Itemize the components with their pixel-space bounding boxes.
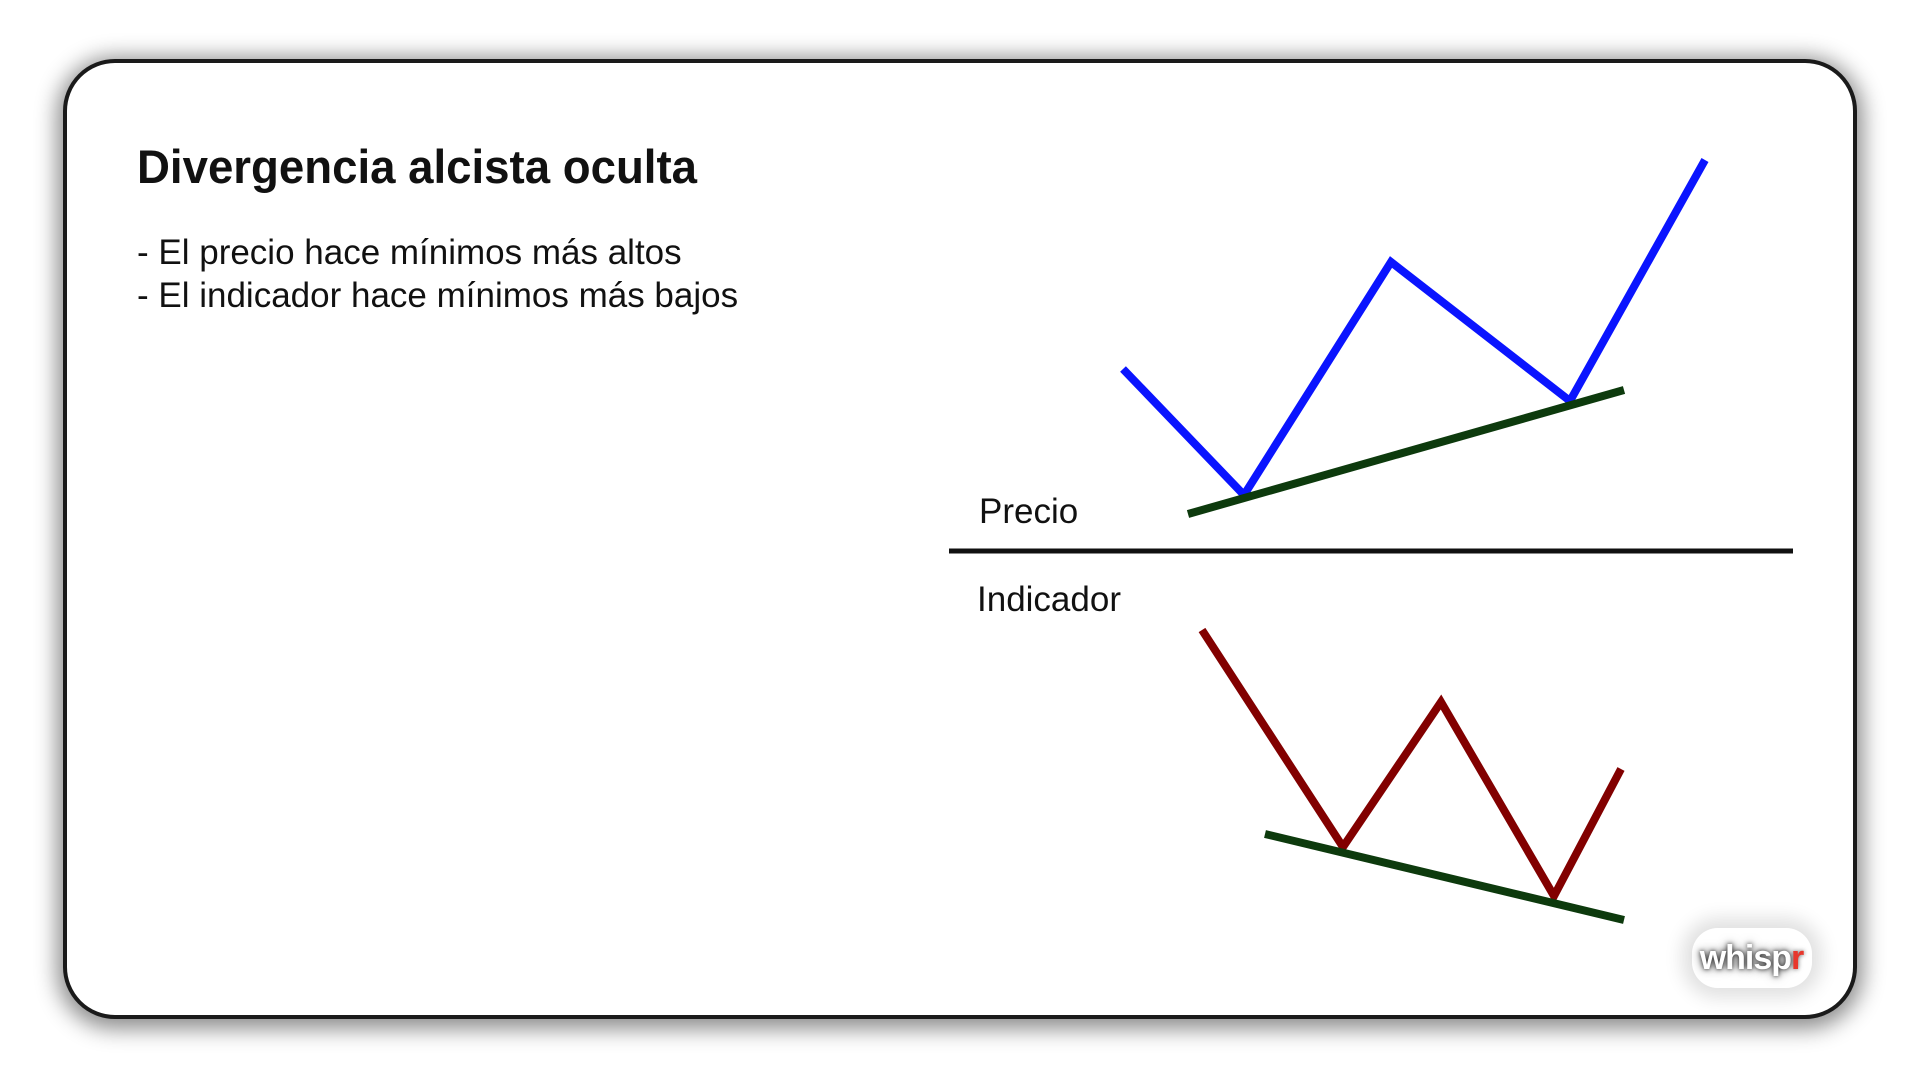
indicator-panel-label: Indicador bbox=[977, 580, 1121, 619]
indicator-line bbox=[1198, 627, 1625, 905]
logo-wordmark: whisp bbox=[1699, 938, 1792, 977]
logo-wordmark-accent: r bbox=[1791, 938, 1805, 977]
whispr-logo: whisp r bbox=[1692, 928, 1812, 988]
price-panel-label: Precio bbox=[979, 492, 1079, 531]
card-frame bbox=[63, 59, 1857, 1019]
price-line bbox=[1120, 158, 1709, 502]
slide-title: Divergencia alcista oculta bbox=[137, 140, 697, 193]
indicator-support-trendline bbox=[1264, 830, 1625, 924]
bullet-price-higher-lows: - El precio hace mínimos más altos bbox=[137, 233, 682, 272]
bullet-indicator-lower-lows: - El indicador hace mínimos más bajos bbox=[137, 276, 739, 315]
bullet-list: - El precio hace mínimos más altos - El … bbox=[137, 231, 738, 317]
price-support-trendline bbox=[1186, 386, 1626, 518]
